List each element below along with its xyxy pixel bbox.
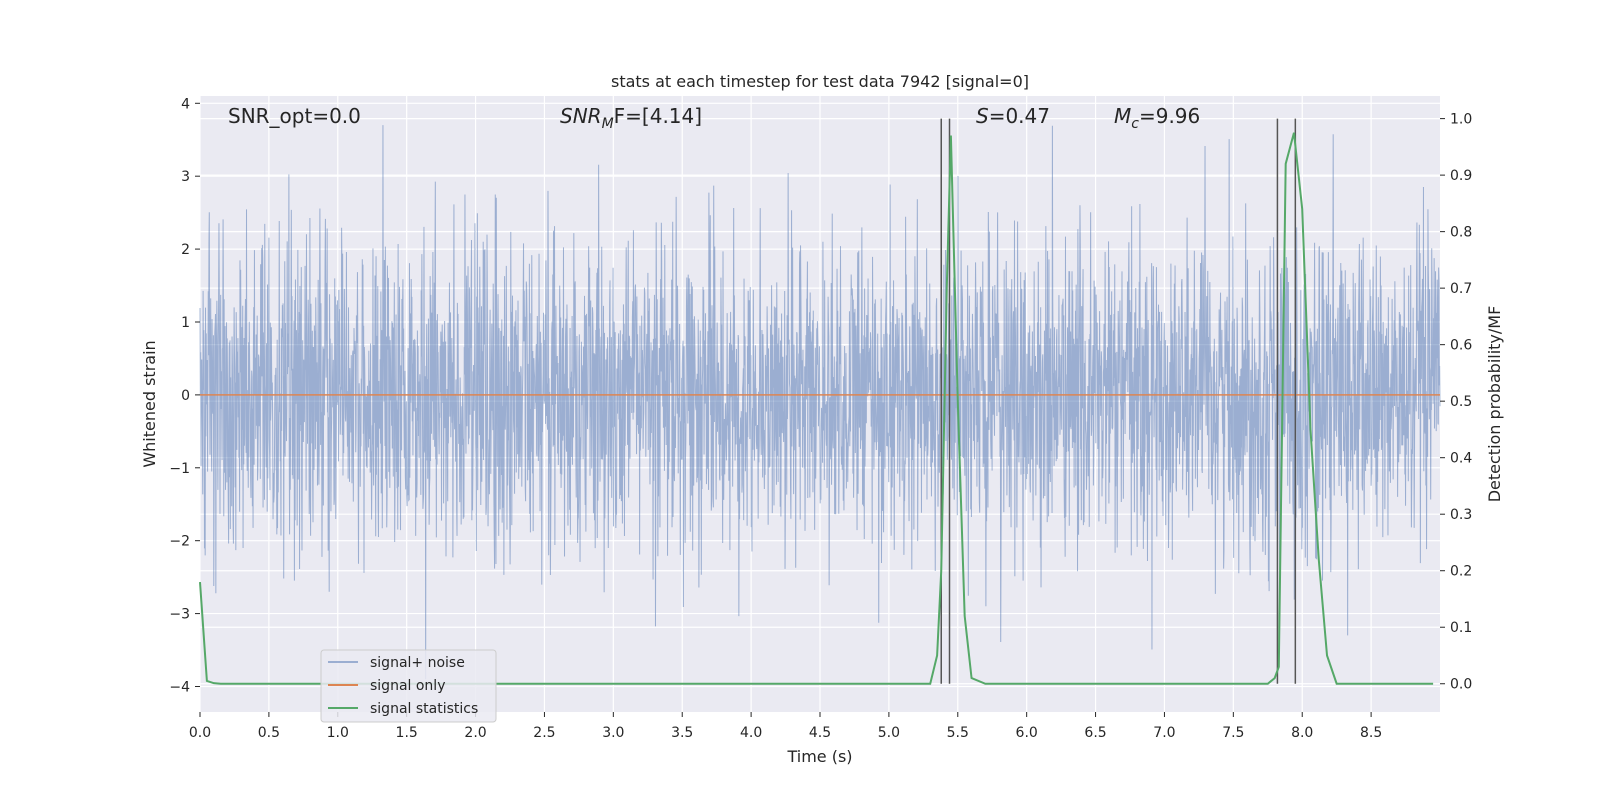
- annotation-snr-mf-rest: F=[4.14]: [614, 104, 702, 128]
- x-tick-label: 0.5: [258, 725, 280, 741]
- y-left-tick-label: −3: [169, 607, 190, 623]
- x-tick-label: 3.5: [671, 725, 693, 741]
- x-tick-label: 2.0: [464, 725, 486, 741]
- x-tick-label: 8.0: [1291, 725, 1313, 741]
- x-tick-label: 7.0: [1153, 725, 1175, 741]
- y-right-tick-label: 0.6: [1450, 338, 1472, 354]
- annotation-snr-opt: SNR_opt=0.0: [228, 104, 361, 128]
- x-tick-label: 4.0: [740, 725, 762, 741]
- y-right-tick-label: 1.0: [1450, 112, 1472, 128]
- y-right-tick-label: 0.3: [1450, 507, 1472, 523]
- series-signal-plus-noise: [199, 125, 1441, 680]
- x-tick-label: 8.5: [1360, 725, 1382, 741]
- y-left-tick-label: 0: [181, 388, 190, 404]
- legend: signal+ noise signal only signal statist…: [320, 649, 497, 723]
- noise-line: [199, 125, 1441, 680]
- tick-labels: 0.0 0.5 1.0 1.5 2.0 2.5 3.0 3.5 4.0 4.5 5.0 5.5 6.0 6…: [169, 96, 1472, 741]
- x-tick-label: 6.5: [1084, 725, 1106, 741]
- y-right-tick-label: 0.4: [1450, 451, 1472, 467]
- y-right-tick-label: 0.5: [1450, 394, 1472, 410]
- x-axis-label: Time (s): [786, 747, 852, 766]
- vertical-markers: [940, 118, 1297, 684]
- y-left-tick-label: 3: [181, 169, 190, 185]
- x-tick-label: 1.0: [327, 725, 349, 741]
- y-left-tick-label: −1: [169, 461, 190, 477]
- x-tick-label: 1.5: [396, 725, 418, 741]
- y-axis-label-left: Whitened strain: [140, 340, 159, 467]
- y-left-tick-label: −2: [169, 534, 190, 550]
- annotation-snr-mf: SNRMF=[4.14]: [560, 104, 702, 132]
- legend-label-signal-plus-noise: signal+ noise: [370, 655, 465, 671]
- y-left-tick-label: −4: [169, 679, 190, 695]
- chart-title: stats at each timestep for test data 794…: [611, 72, 1029, 91]
- x-tick-label: 2.5: [533, 725, 555, 741]
- annotation-mc-var: M: [1114, 104, 1131, 128]
- annotation-mc-val: =9.96: [1139, 104, 1200, 128]
- x-tick-label: 7.5: [1222, 725, 1244, 741]
- annotation-mc-sub: c: [1131, 116, 1139, 132]
- annotation-s-var: S: [976, 104, 989, 128]
- y-axis-label-right: Detection probability/MF: [1485, 306, 1504, 503]
- y-left-tick-label: 4: [181, 96, 190, 112]
- x-tick-label: 5.0: [878, 725, 900, 741]
- x-tick-label: 0.0: [189, 725, 211, 741]
- legend-label-signal-statistics: signal statistics: [370, 701, 478, 717]
- x-tick-label: 6.0: [1016, 725, 1038, 741]
- y-right-tick-label: 0.8: [1450, 225, 1472, 241]
- annotation-snr-mf-sub: M: [602, 116, 614, 132]
- annotation-mc: Mc=9.96: [1114, 104, 1200, 132]
- x-tick-label: 5.5: [947, 725, 969, 741]
- y-right-tick-label: 0.1: [1450, 620, 1472, 636]
- y-left-tick-label: 1: [181, 315, 190, 331]
- x-tick-label: 4.5: [809, 725, 831, 741]
- y-right-tick-label: 0.7: [1450, 281, 1472, 297]
- x-tick-label: 3.0: [602, 725, 624, 741]
- annotation-snr-mf-base: SNR: [560, 104, 602, 128]
- y-right-tick-label: 0.0: [1450, 677, 1472, 693]
- y-right-tick-label: 0.2: [1450, 564, 1472, 580]
- y-left-tick-label: 2: [181, 242, 190, 258]
- annotation-s: S=0.47: [976, 104, 1050, 128]
- legend-box: [320, 649, 497, 723]
- annotation-s-val: =0.47: [989, 104, 1050, 128]
- legend-label-signal-only: signal only: [370, 678, 445, 694]
- y-right-tick-label: 0.9: [1450, 168, 1472, 184]
